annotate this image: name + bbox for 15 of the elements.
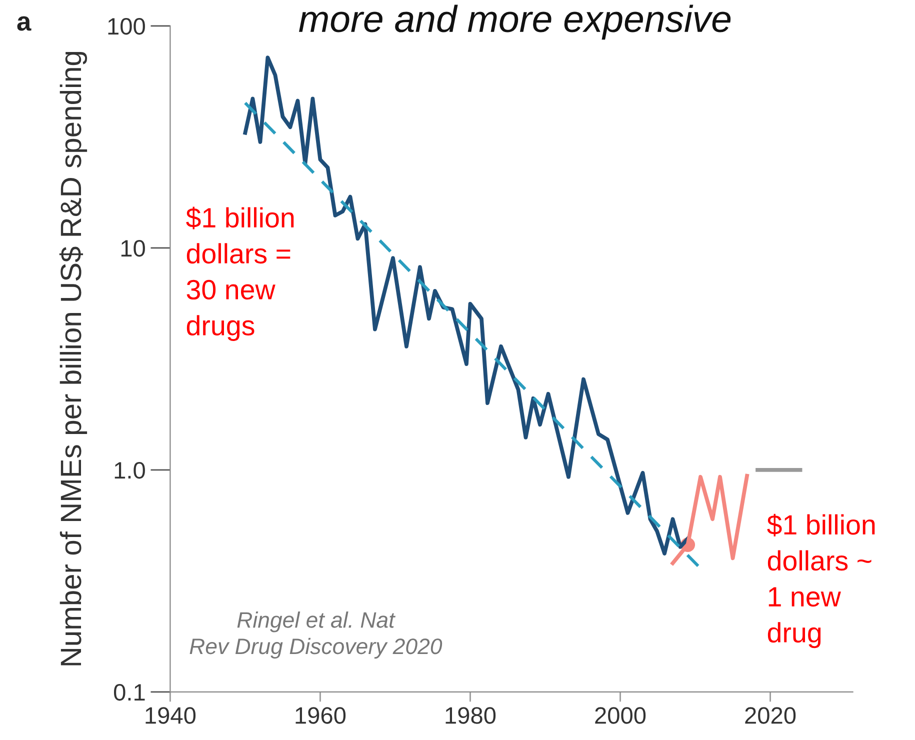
- x-tick-label: 1980: [446, 707, 496, 724]
- annotation: $1 billion dollars ~ 1 new drug: [767, 514, 875, 648]
- x-tick-label: 2000: [595, 707, 646, 724]
- y-tick-label: 10: [121, 240, 145, 257]
- annotation: Ringel et al. Nat Rev Drug Discovery 2020: [190, 612, 442, 659]
- text: a: [17, 16, 32, 31]
- y-axis-title: Number of NMEs per billion US$ R&D spending: [59, 52, 88, 666]
- x-tick-label: 1940: [146, 707, 196, 724]
- annotation: $1 billion dollars = 30 new drugs: [186, 206, 294, 341]
- x-tick-label: 2020: [745, 707, 796, 724]
- y-tick-label: 100: [108, 18, 145, 35]
- y-tick-label: 0.1: [114, 684, 145, 701]
- x-tick-label: 1960: [296, 707, 346, 724]
- y-tick-label: 1.0: [114, 462, 145, 479]
- chart-title: more and more expensive: [299, 4, 731, 40]
